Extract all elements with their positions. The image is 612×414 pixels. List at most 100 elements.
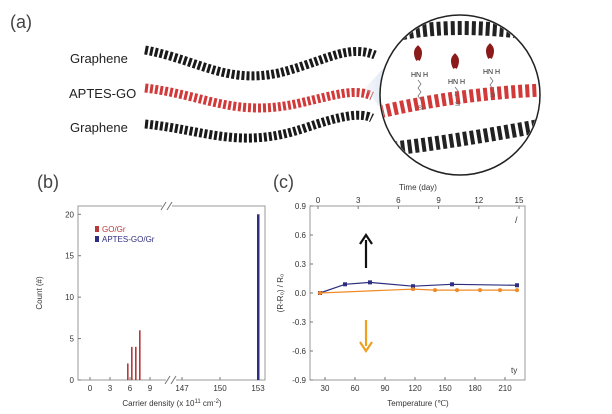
data-point-square (515, 283, 519, 288)
panel-a-label: (a) (10, 12, 32, 32)
aptes-go-sheet (144, 83, 374, 113)
data-point-circle (498, 288, 502, 293)
svg-text:N: N (416, 72, 421, 79)
data-point-circle (515, 288, 519, 293)
x-tick-label-c: 90 (381, 384, 390, 393)
x-tick-label-b: 3 (108, 384, 113, 393)
zoom-inset: H N H Si H N H Si H N (379, 14, 541, 176)
series-line-orange (319, 288, 517, 294)
svg-text:H: H (448, 79, 453, 86)
black-up-arrow (359, 233, 373, 268)
svg-text:H: H (483, 69, 488, 76)
x-tick-label-c: 210 (498, 384, 512, 393)
layer-label-aptes-go: APTES-GO (69, 86, 136, 101)
series-c (318, 280, 519, 295)
y-tick-label-c: -0.9 (292, 376, 306, 385)
svg-text:H: H (423, 72, 428, 79)
top-tick-label-c: 6 (396, 196, 401, 205)
histogram-bar (135, 346, 137, 380)
axis-break-bottom (164, 375, 177, 385)
legend-swatch-aptes-go-gr (95, 236, 99, 242)
svg-text:Si: Si (455, 102, 460, 108)
y-ticks-c: -0.9 -0.6 -0.3 0.0 0.3 0.6 0.9 (292, 202, 313, 385)
data-point-circle (455, 288, 459, 293)
aptes-molecule: H N H Si (483, 43, 500, 99)
x-tick-label-b: 147 (175, 384, 189, 393)
y-tick-label-c: -0.3 (292, 318, 306, 327)
corner-text-bottom: ty (511, 366, 517, 375)
histogram-bar (139, 330, 141, 380)
x-ticks-b: 0 3 6 9 147 150 153 (88, 377, 265, 393)
x-tick-label-c: 120 (408, 384, 422, 393)
histogram-bar (127, 363, 129, 380)
histogram-bar (131, 346, 133, 380)
orange-down-arrow (359, 320, 373, 353)
layer-label-graphene-bottom: Graphene (70, 120, 128, 135)
legend-swatch-go-gr (95, 226, 99, 232)
top-axis-label-c: Time (day) (399, 183, 437, 192)
data-point-square (411, 284, 415, 289)
x-tick-label-c: 150 (438, 384, 452, 393)
legend-label-aptes-go-gr: APTES-GO/Gr (102, 235, 155, 244)
y-tick-label-b: 0 (70, 376, 75, 385)
x-tick-label-c: 60 (351, 384, 360, 393)
svg-text:Si: Si (490, 93, 495, 99)
aptes-molecule: H N H Si (448, 53, 465, 108)
y-tick-label-c: 0.0 (295, 289, 307, 298)
top-tick-label-c: 12 (474, 196, 483, 205)
top-tick-label-c: 3 (356, 196, 361, 205)
legend-b: GO/Gr APTES-GO/Gr (95, 225, 155, 244)
y-tick-label-c: 0.6 (295, 231, 307, 240)
bottom-axis-label-c: Temperature (℃) (387, 399, 449, 408)
top-tick-label-c: 15 (515, 196, 524, 205)
y-ticks-b: 0 5 10 15 20 (65, 210, 81, 385)
top-tick-label-c: 0 (316, 196, 321, 205)
svg-text:H: H (460, 79, 465, 86)
data-point-square (343, 282, 347, 287)
panel-a: (a) Graphene APTES-GO Graphene H N H (10, 12, 541, 176)
x-tick-label-c: 30 (321, 384, 330, 393)
x-tick-label-b: 9 (148, 384, 153, 393)
data-point-square (450, 282, 454, 287)
layer-label-graphene-top: Graphene (70, 51, 128, 66)
panel-c: (c) Time (day) Temperature (℃) (R-R₀) / … (273, 172, 526, 408)
legend-label-go-gr: GO/Gr (102, 225, 126, 234)
y-axis-label-b: Count (#) (35, 276, 44, 310)
x-tick-label-c: 180 (468, 384, 482, 393)
corner-text-top: / (515, 215, 518, 225)
svg-text:Si: Si (418, 106, 423, 112)
inset-go-layer (381, 83, 539, 119)
data-point-circle (411, 287, 415, 292)
aptes-molecule: H N H Si (411, 45, 428, 112)
y-tick-label-b: 10 (65, 293, 74, 302)
data-point-circle (478, 288, 482, 293)
y-tick-label-c: -0.6 (292, 347, 306, 356)
y-tick-label-c: 0.3 (295, 260, 307, 269)
x-tick-label-b: 6 (128, 384, 133, 393)
svg-text:H: H (411, 72, 416, 79)
panel-c-label: (c) (273, 172, 294, 192)
svg-text:N: N (453, 79, 458, 86)
top-ticks-c: 0 3 6 9 12 15 (316, 196, 524, 209)
bars-b (127, 214, 260, 380)
data-point-circle (318, 291, 322, 295)
graphene-sheet-bottom (144, 110, 375, 143)
svg-text:H: H (495, 69, 500, 76)
axis-break-top (160, 201, 173, 211)
y-axis-label-c: (R-R₀) / R₀ (276, 274, 285, 313)
data-point-square (368, 280, 372, 285)
svg-text:N: N (488, 69, 493, 76)
panel-b-label: (b) (37, 172, 59, 192)
y-tick-label-c: 0.9 (295, 202, 307, 211)
panel-b: (b) 0 5 10 15 20 0 3 6 9 147 150 153 GO/Gr APTES-G… (35, 172, 266, 408)
x-tick-label-b: 150 (213, 384, 227, 393)
data-point-circle (433, 288, 437, 293)
histogram-bar (257, 214, 260, 380)
y-tick-label-b: 15 (65, 252, 74, 261)
plot-frame-c (309, 205, 526, 381)
x-axis-label-b: Carrier density (x 1011 cm-2) (122, 399, 222, 408)
x-tick-label-b: 153 (251, 384, 265, 393)
series-line-blue (319, 281, 518, 294)
x-tick-label-b: 0 (88, 384, 93, 393)
